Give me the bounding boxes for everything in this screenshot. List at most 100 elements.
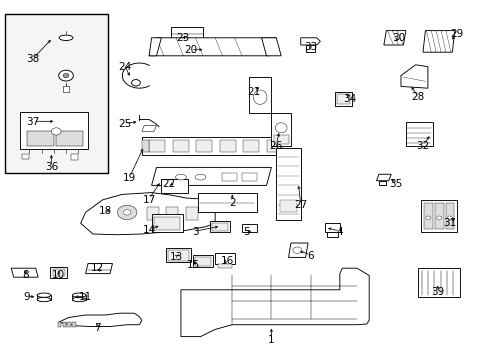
Text: 27: 27 [293,200,307,210]
Text: 1: 1 [267,335,274,345]
Ellipse shape [131,80,140,86]
Text: 26: 26 [269,141,283,151]
Bar [149,140,165,152]
Bar [167,250,189,261]
Ellipse shape [436,216,441,220]
Polygon shape [50,267,67,278]
Bar [337,94,349,104]
Bar [445,203,453,229]
Bar [424,203,432,229]
Polygon shape [300,38,320,45]
Bar [242,173,256,181]
Text: 31: 31 [442,218,456,228]
Bar [222,173,237,181]
Polygon shape [249,77,271,113]
Text: 9: 9 [23,292,30,302]
Text: 13: 13 [169,252,183,262]
Text: 38: 38 [26,54,40,64]
Ellipse shape [117,205,137,220]
Text: 30: 30 [391,33,404,43]
Text: 34: 34 [342,94,356,104]
Ellipse shape [72,293,86,297]
Ellipse shape [292,247,301,253]
Polygon shape [149,38,276,56]
Bar [67,322,71,327]
Polygon shape [276,148,300,220]
Polygon shape [422,31,454,52]
Text: 35: 35 [388,179,402,189]
Text: 22: 22 [162,179,175,189]
Text: 5: 5 [243,227,250,237]
Bar [243,140,259,152]
Ellipse shape [425,216,430,220]
Text: 7: 7 [94,323,101,333]
Text: 15: 15 [186,260,200,270]
Text: 20: 20 [184,45,197,55]
Bar [194,257,210,266]
Ellipse shape [59,70,73,81]
Text: 19: 19 [122,173,136,183]
Text: 14: 14 [142,225,156,235]
Bar [196,140,212,152]
Bar [58,322,61,327]
Bar [219,140,235,152]
Bar [211,223,227,231]
Bar [185,207,198,220]
Ellipse shape [447,216,451,220]
Text: 36: 36 [44,162,58,172]
Polygon shape [400,65,427,88]
Text: 28: 28 [410,92,424,102]
Ellipse shape [175,174,186,180]
Polygon shape [171,27,203,40]
Text: 4: 4 [336,227,343,237]
Ellipse shape [59,35,73,40]
Ellipse shape [123,210,130,215]
Polygon shape [149,38,161,56]
Polygon shape [271,113,290,146]
Bar [434,203,443,229]
Polygon shape [85,264,112,274]
Polygon shape [59,313,142,327]
Ellipse shape [51,128,61,135]
Text: 24: 24 [118,62,131,72]
Polygon shape [193,255,212,267]
Polygon shape [11,268,38,277]
Ellipse shape [63,73,69,78]
Polygon shape [417,268,459,297]
Polygon shape [166,248,190,262]
Text: 3: 3 [192,227,199,237]
Bar [172,140,188,152]
Polygon shape [142,125,156,131]
Bar [405,122,432,146]
Text: 2: 2 [228,198,235,208]
Polygon shape [151,214,183,232]
Ellipse shape [37,297,51,302]
Bar [166,207,178,220]
Bar [53,269,65,276]
Polygon shape [261,38,281,56]
Bar [37,295,51,300]
Polygon shape [326,232,338,237]
Bar [27,131,54,146]
Text: 32: 32 [415,141,429,151]
Polygon shape [215,253,234,264]
Text: 37: 37 [26,117,40,127]
Polygon shape [420,200,456,232]
Ellipse shape [275,123,286,133]
Text: 17: 17 [142,195,156,205]
Text: 16: 16 [220,256,234,266]
Ellipse shape [253,90,266,104]
Polygon shape [142,137,281,155]
Bar [154,217,180,230]
Polygon shape [378,181,386,185]
Text: 23: 23 [176,33,190,43]
Polygon shape [325,223,339,232]
Text: 39: 39 [430,287,444,297]
Polygon shape [288,243,307,257]
Text: 10: 10 [52,270,65,280]
Polygon shape [383,31,405,45]
Polygon shape [210,221,229,232]
Polygon shape [217,264,232,268]
Bar [20,112,88,149]
Polygon shape [22,154,29,159]
